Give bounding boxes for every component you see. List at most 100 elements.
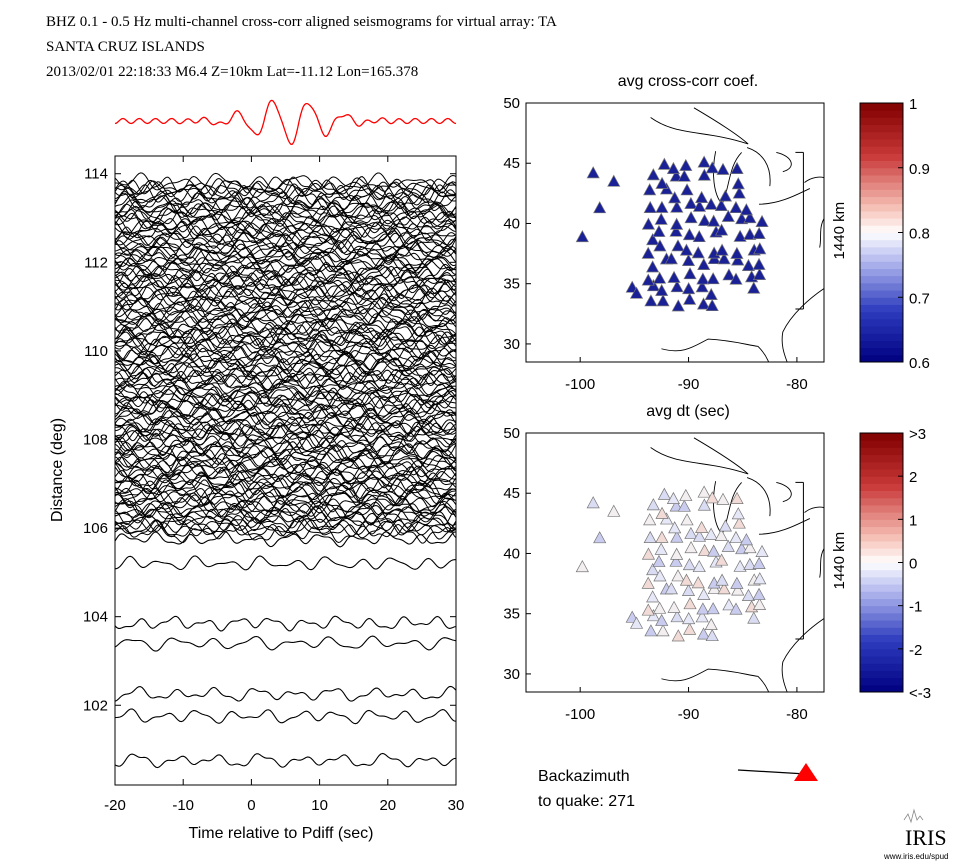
station-triangle-icon [692,529,707,542]
coastline [650,437,749,475]
colorbar-band [860,620,903,628]
station-triangle-icon [669,224,683,237]
station-triangle-icon [684,541,698,554]
station-triangle-icon [706,272,720,285]
map-y-tick-label: 40 [503,215,520,232]
station-triangle-icon [641,273,655,286]
station-triangle-icon [705,491,719,504]
station-triangle-icon [646,168,660,181]
seismogram-trace [114,752,457,769]
seismogram-trace [114,415,457,436]
seismogram-trace [114,442,456,463]
station-triangle-icon [679,243,694,256]
seismogram-trace [114,385,457,405]
y-tick-label: 114 [84,166,108,183]
seismogram-trace [114,239,457,261]
colorbar-tick-label: 0.7 [909,290,930,307]
colorbar-band [860,526,903,535]
map-x-tick-label: -90 [678,706,700,723]
seismogram-trace [114,256,457,274]
seismogram-trace [114,308,457,330]
station-triangle-icon [722,268,736,281]
colorbar-band [860,340,903,349]
coastline [661,668,770,693]
station-triangle-icon [717,582,731,595]
seismogram-trace [114,238,457,260]
y-tick-label: 110 [84,343,108,360]
station-triangle-icon [696,627,711,640]
station-triangle-icon [704,287,718,300]
station-triangle-icon [752,556,766,569]
coastline [746,147,792,187]
dt-map: -100 -90 -80 30 35 40 45 50 1440 km [503,425,848,723]
seismogram-trace [114,177,457,199]
station-triangle-icon [684,526,698,539]
header-line-3: 2013/02/01 22:18:33 M6.4 Z=10km Lat=-11.… [46,64,418,80]
station-triangle-icon [646,260,660,273]
map-y-tick-label: 45 [503,155,520,172]
station-triangle-icon [722,598,736,611]
station-triangle-icon [669,554,683,567]
seismogram-trace [114,487,456,507]
colorbar-band [860,447,903,456]
scale-bar-label: 1440 km [831,532,848,590]
x-tick-label: 30 [448,797,465,814]
station-triangle-icon [671,569,685,582]
seismogram-trace [114,218,457,240]
colorbar-band [860,261,903,269]
colorbar-band [860,110,903,118]
station-triangle-icon [697,155,711,168]
seismogram-trace [114,347,457,369]
colorbar-band [860,182,903,190]
colorbar-band [860,555,903,563]
station-triangle-icon [729,530,743,544]
colorbar-band [860,627,903,635]
station-triangle-icon [716,162,730,175]
colorbar-band [860,519,903,528]
station-triangle-icon [670,547,684,560]
seismogram-trace [114,303,457,323]
colorbar-band [860,117,903,126]
stack-trace-layer [114,99,457,145]
colorbar-band [860,512,903,520]
colorbar-band [860,290,903,298]
station-triangle-icon [654,212,668,225]
colorbar-band [860,612,903,621]
seismogram-trace [114,345,457,366]
station-triangle-icon [743,541,757,554]
iris-logo-url: www.iris.edu/spud [883,852,948,861]
coastline [781,288,825,363]
seismogram-trace [114,708,457,725]
colorbar-band [860,641,903,650]
colorbar-band [860,548,903,556]
seismogram-trace [114,515,457,537]
seismogram-trace [114,361,457,382]
seismogram-trace [114,412,456,434]
x-tick-label: -20 [104,797,126,814]
station-triangle-icon [695,610,709,623]
station-triangle-icon [655,176,669,189]
station-triangle-icon [586,496,600,509]
seismogram-trace [114,387,457,409]
station-triangle-icon [695,520,709,533]
station-triangle-icon [667,600,681,613]
colorbar-tick-label: -1 [909,599,922,616]
station-triangle-icon [652,554,666,567]
colorbar-band [860,354,903,363]
seismogram-trace [114,220,457,240]
colorbar-band [860,670,903,679]
colorbar-band [860,189,903,198]
station-triangle-icon [607,504,621,517]
backazimuth-arrow-icon [794,763,818,781]
station-triangle-icon [682,611,696,625]
colorbar-tick-label: 0 [909,556,917,573]
colorbar-tick-label: 0.8 [909,226,930,243]
coastline [804,506,825,513]
station-triangle-icon [646,562,660,576]
seismogram-traces [114,172,457,769]
seismogram-trace [114,291,457,312]
seismogram-trace [114,206,457,227]
station-triangle-icon [641,217,656,230]
station-triangle-icon [655,283,669,296]
map-x-tick-label: -100 [565,376,595,393]
